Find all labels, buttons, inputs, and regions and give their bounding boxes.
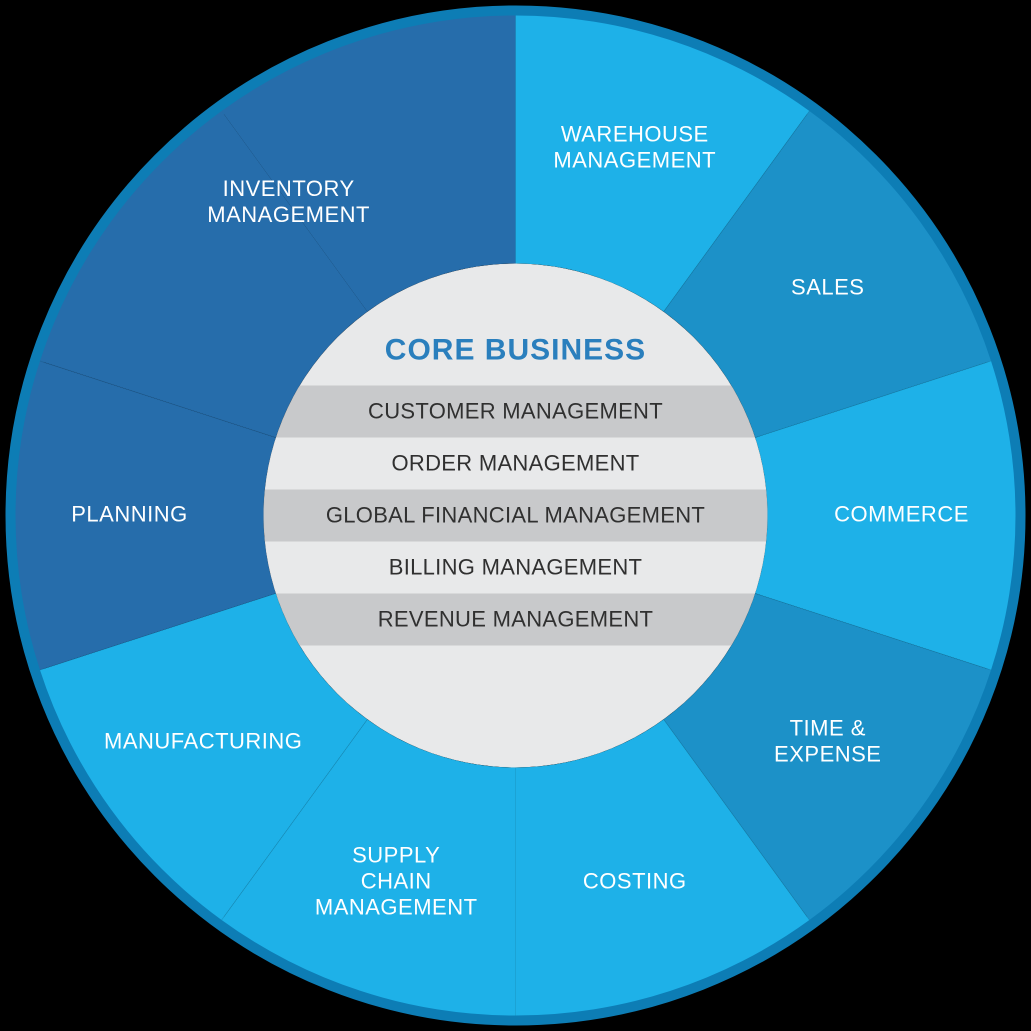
business-wheel-diagram: WAREHOUSEMANAGEMENT SALES COMMERCE TIME &EX… — [0, 0, 1031, 1031]
core-row-label: GLOBAL FINANCIAL MANAGEMENT — [326, 502, 705, 527]
segment-label: WAREHOUSEMANAGEMENT — [553, 121, 716, 172]
segment-label: PLANNING — [71, 501, 187, 526]
segment-label: TIME &EXPENSE — [774, 715, 881, 766]
segment-label: MANUFACTURING — [104, 728, 302, 753]
core-title: CORE BUSINESS — [385, 333, 646, 366]
core-row-label: BILLING MANAGEMENT — [389, 554, 643, 579]
segment-label: SALES — [791, 274, 864, 299]
core-row-label: REVENUE MANAGEMENT — [378, 606, 654, 631]
core-circle: CORE BUSINESS CUSTOMER MANAGEMENT ORDER MA… — [264, 264, 768, 768]
core-row-label: CUSTOMER MANAGEMENT — [368, 398, 663, 423]
core-row-label: ORDER MANAGEMENT — [391, 450, 639, 475]
segment-label: COSTING — [583, 868, 687, 893]
segment-label: COMMERCE — [834, 501, 969, 526]
segment-label: INVENTORYMANAGEMENT — [207, 176, 370, 227]
